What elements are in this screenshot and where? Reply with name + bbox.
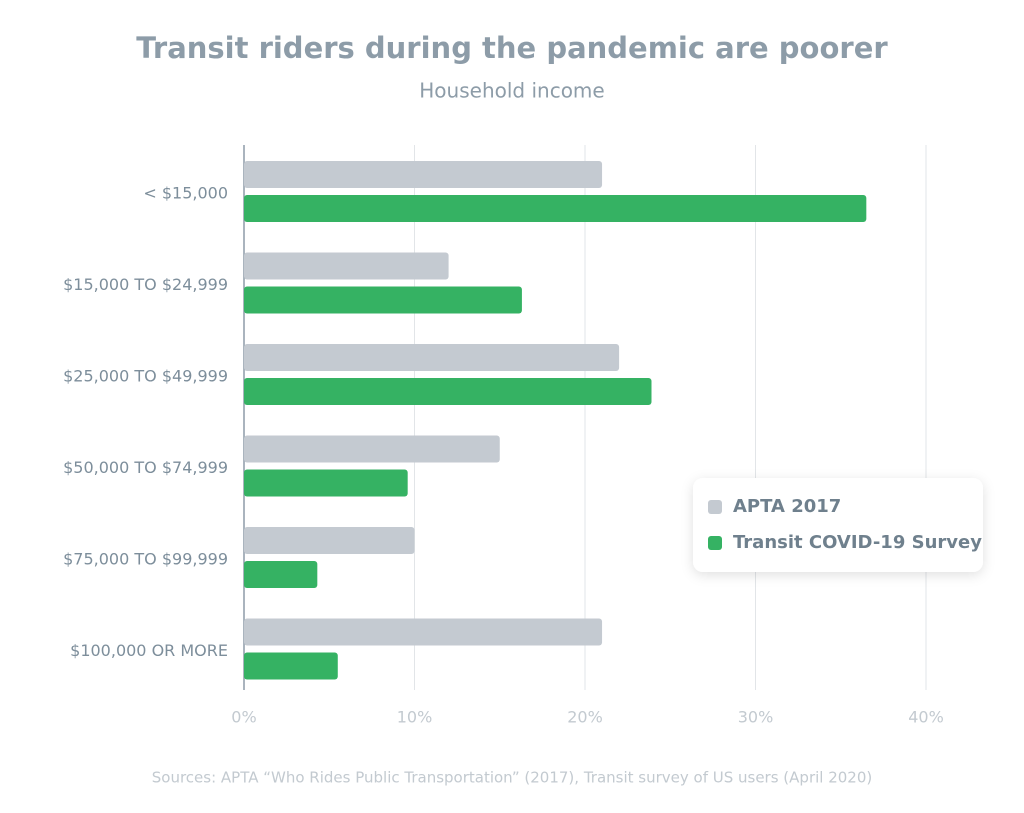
source-note: Sources: APTA “Who Rides Public Transpor… <box>152 769 873 787</box>
x-tick-label: 0% <box>231 708 256 727</box>
chart-title: Transit riders during the pandemic are p… <box>136 31 888 65</box>
y-tick-label: $100,000 OR MORE <box>70 641 228 660</box>
x-tick-label: 20% <box>567 708 603 727</box>
bar <box>244 378 652 405</box>
y-tick-label: $25,000 TO $49,999 <box>63 367 228 386</box>
bar <box>244 161 603 188</box>
x-tick-label: 30% <box>738 708 774 727</box>
y-tick-label: $15,000 TO $24,999 <box>63 275 228 294</box>
y-tick-label: < $15,000 <box>143 184 228 203</box>
bar <box>244 561 318 588</box>
chart-subtitle: Household income <box>419 79 604 103</box>
legend: APTA 2017 Transit COVID-19 Survey <box>693 478 983 572</box>
x-tick-label: 40% <box>908 708 944 727</box>
legend-swatch <box>708 500 722 514</box>
legend-box <box>693 478 983 572</box>
bar <box>244 344 620 371</box>
legend-label: Transit COVID-19 Survey <box>733 532 982 553</box>
bar <box>244 527 415 554</box>
x-tick-label: 10% <box>397 708 433 727</box>
y-tick-label: $50,000 TO $74,999 <box>63 458 228 477</box>
bar <box>244 252 449 280</box>
legend-label: APTA 2017 <box>733 496 841 517</box>
bar <box>244 652 338 680</box>
bar <box>244 618 603 646</box>
bar <box>244 286 522 314</box>
y-tick-label: $75,000 TO $99,999 <box>63 550 228 569</box>
bar <box>244 469 408 497</box>
legend-swatch <box>708 536 722 550</box>
bar <box>244 435 500 463</box>
bar <box>244 195 867 222</box>
